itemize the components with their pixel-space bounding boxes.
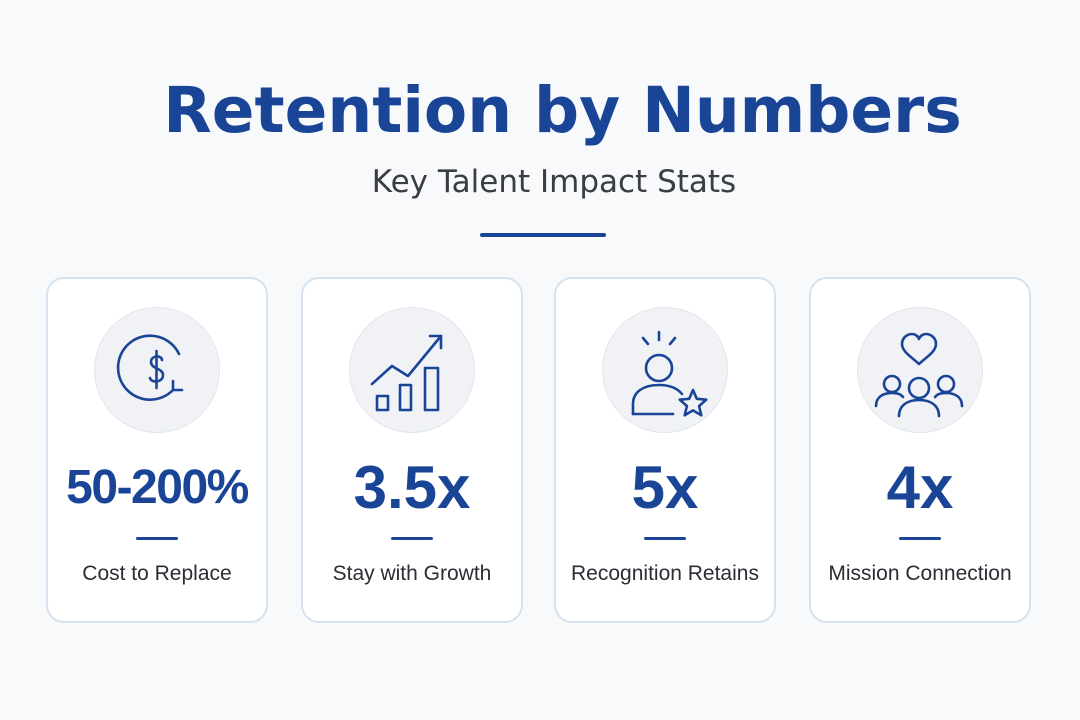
growth-chart-icon bbox=[370, 334, 443, 412]
stat-divider bbox=[899, 537, 941, 540]
stat-label: Recognition Retains bbox=[571, 562, 759, 585]
stat-label: Cost to Replace bbox=[82, 562, 232, 585]
icon-badge bbox=[602, 307, 728, 433]
stat-divider bbox=[391, 537, 433, 540]
stat-value: 5x bbox=[631, 454, 699, 521]
stat-card-recognition-retains: 5x Recognition Retains bbox=[554, 277, 776, 623]
dollar-cycle-icon bbox=[116, 334, 184, 401]
stat-label: Mission Connection bbox=[828, 562, 1012, 585]
icon-badge bbox=[349, 307, 475, 433]
stat-card-cost-to-replace: 50-200% Cost to Replace bbox=[46, 277, 268, 623]
title-divider bbox=[480, 233, 606, 237]
stat-label: Stay with Growth bbox=[332, 562, 492, 585]
page-title: Retention by Numbers bbox=[163, 74, 962, 147]
person-star-icon bbox=[631, 330, 708, 417]
stat-card-stay-with-growth: 3.5x Stay with Growth bbox=[301, 277, 523, 623]
team-heart-icon bbox=[874, 332, 964, 418]
stat-card-mission-connection: 4x Mission Connection bbox=[809, 277, 1031, 623]
stat-divider bbox=[644, 537, 686, 540]
icon-badge bbox=[857, 307, 983, 433]
stat-divider bbox=[136, 537, 178, 540]
stat-value: 4x bbox=[886, 454, 954, 521]
stat-value: 3.5x bbox=[353, 454, 471, 521]
page-subtitle: Key Talent Impact Stats bbox=[371, 164, 737, 200]
icon-badge bbox=[94, 307, 220, 433]
stat-value: 50-200% bbox=[66, 461, 249, 514]
